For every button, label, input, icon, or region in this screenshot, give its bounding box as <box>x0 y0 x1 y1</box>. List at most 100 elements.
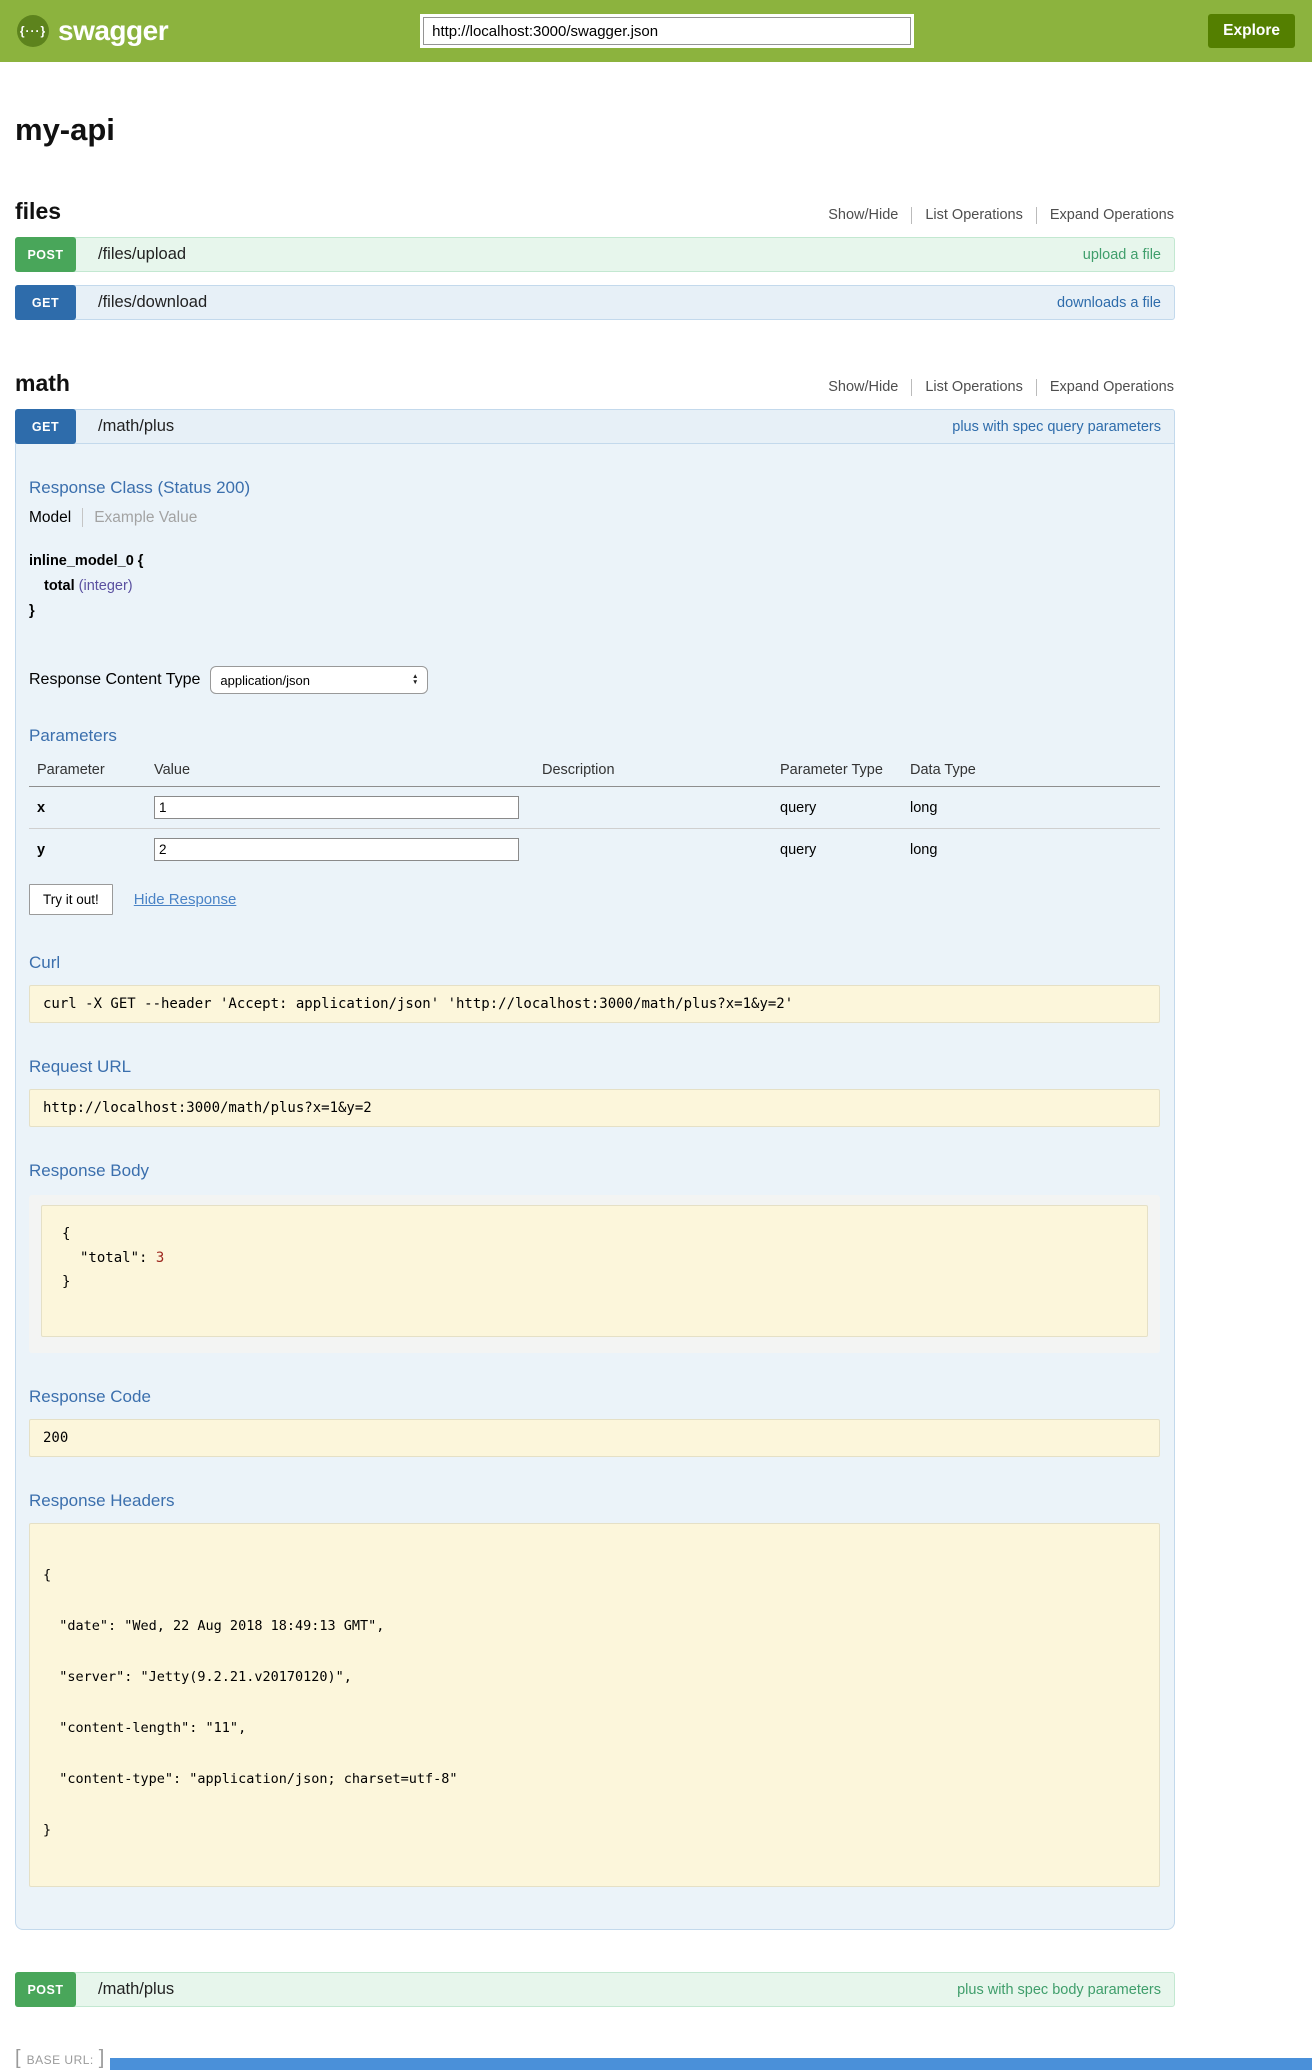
param-data-type: long <box>910 786 1160 829</box>
json-close-brace: } <box>62 1274 71 1290</box>
expand-operations-link[interactable]: Expand Operations <box>1049 207 1174 223</box>
response-content-type-row: Response Content Type application/json ▲… <box>29 666 1160 694</box>
param-name: x <box>29 786 154 829</box>
headers-line: "date": "Wed, 22 Aug 2018 18:49:13 GMT", <box>43 1618 385 1634</box>
page-title: my-api <box>15 112 115 147</box>
endpoint-row-post-files-upload[interactable]: POST /files/upload upload a file <box>15 237 1175 272</box>
show-hide-link[interactable]: Show/Hide <box>828 379 899 395</box>
endpoint-row-get-files-download[interactable]: GET /files/download downloads a file <box>15 285 1175 320</box>
endpoint-path[interactable]: /files/upload <box>98 245 187 263</box>
param-row-x: x query long <box>29 786 1160 829</box>
col-header-description: Description <box>542 754 780 787</box>
header-bar: {···} swagger Explore <box>0 0 1312 62</box>
section-math-ops-links: Show/Hide List Operations Expand Operati… <box>815 378 1175 396</box>
param-row-y: y query long <box>29 829 1160 871</box>
headers-line: "content-length": "11", <box>43 1720 247 1736</box>
response-content-type-label: Response Content Type <box>29 671 201 688</box>
param-data-type: long <box>910 841 938 858</box>
model-property: total (integer) <box>29 574 1160 599</box>
base-url-label: BASE URL: <box>26 2052 94 2067</box>
expand-operations-link[interactable]: Expand Operations <box>1049 379 1174 395</box>
response-class-title: Response Class (Status 200) <box>29 478 251 497</box>
section-title-files: files <box>15 198 62 224</box>
endpoint-path[interactable]: /math/plus <box>98 1980 175 1998</box>
model-property-type: (integer) <box>78 578 133 594</box>
endpoint-row-get-math-plus[interactable]: GET /math/plus plus with spec query para… <box>15 409 1175 444</box>
headers-line: { <box>43 1567 52 1583</box>
section-math: math Show/Hide List Operations Expand Op… <box>15 370 1175 2007</box>
ops-separator <box>911 378 913 396</box>
section-files-header: files Show/Hide List Operations Expand O… <box>15 198 1175 225</box>
parameters-table: Parameter Value Description Parameter Ty… <box>29 754 1160 870</box>
response-headers-block: { "date": "Wed, 22 Aug 2018 18:49:13 GMT… <box>29 1523 1160 1887</box>
ops-separator <box>1035 206 1037 224</box>
section-files: files Show/Hide List Operations Expand O… <box>15 198 1175 320</box>
main-container: my-api files Show/Hide List Operations E… <box>15 112 1175 2070</box>
api-url-input[interactable] <box>423 17 912 45</box>
request-url-title: Request URL <box>29 1057 132 1076</box>
parameters-header-row: Parameter Value Description Parameter Ty… <box>29 754 1160 787</box>
ops-separator <box>911 206 913 224</box>
bottom-bar <box>110 2058 1312 2070</box>
tab-model[interactable]: Model <box>29 508 72 526</box>
param-type: query <box>780 841 817 858</box>
tab-example-value[interactable]: Example Value <box>94 508 198 526</box>
operation-detail-panel: Response Class (Status 200) Model Exampl… <box>15 444 1175 1930</box>
swagger-logo-text: swagger <box>58 15 169 46</box>
list-operations-link[interactable]: List Operations <box>925 207 1023 223</box>
param-value-input-x[interactable] <box>154 796 519 819</box>
response-headers-title: Response Headers <box>29 1491 175 1510</box>
endpoint-summary[interactable]: plus with spec query parameters <box>952 418 1161 435</box>
col-header-value: Value <box>154 754 542 787</box>
param-description <box>542 786 780 829</box>
endpoint-summary[interactable]: downloads a file <box>1057 294 1161 311</box>
endpoint-path[interactable]: /files/download <box>98 293 208 311</box>
json-value: 3 <box>155 1250 165 1266</box>
method-badge-get: GET <box>15 409 76 444</box>
parameters-title: Parameters <box>29 726 117 745</box>
selected-content-type: application/json <box>220 672 310 688</box>
swagger-logo[interactable]: {···} swagger <box>17 15 169 47</box>
signature-tabs: Model Example Value <box>29 508 1160 527</box>
param-name: y <box>37 841 46 858</box>
try-it-out-button[interactable]: Try it out! <box>29 884 113 915</box>
select-arrows-icon: ▲ ▼ <box>411 673 419 686</box>
endpoint-summary[interactable]: upload a file <box>1082 246 1161 263</box>
endpoint-row-post-math-plus[interactable]: POST /math/plus plus with spec body para… <box>15 1972 1175 2007</box>
json-key: "total": <box>80 1250 148 1266</box>
response-code-block: 200 <box>29 1419 1160 1457</box>
show-hide-link[interactable]: Show/Hide <box>828 207 899 223</box>
response-content-type-select[interactable]: application/json ▲ ▼ <box>210 666 429 694</box>
section-files-ops-links: Show/Hide List Operations Expand Operati… <box>815 206 1175 224</box>
method-badge-post: POST <box>15 237 76 272</box>
param-type: query <box>780 786 910 829</box>
headers-line: "content-type": "application/json; chars… <box>43 1771 458 1787</box>
explore-button[interactable]: Explore <box>1208 14 1295 48</box>
model-open: inline_model_0 { <box>29 553 144 569</box>
curl-title: Curl <box>29 953 61 972</box>
request-url-block: http://localhost:3000/math/plus?x=1&y=2 <box>29 1089 1160 1127</box>
bracket-open: [ <box>15 2047 21 2069</box>
param-value-input-y[interactable] <box>154 838 519 861</box>
bracket-close: ] <box>98 2047 105 2069</box>
endpoint-path[interactable]: /math/plus <box>98 417 175 435</box>
col-header-data-type: Data Type <box>910 754 1160 787</box>
method-badge-get: GET <box>15 285 76 320</box>
model-close: } <box>29 603 35 619</box>
headers-line: } <box>43 1822 52 1838</box>
col-header-parameter-type: Parameter Type <box>780 754 910 787</box>
section-math-header: math Show/Hide List Operations Expand Op… <box>15 370 1175 397</box>
response-body-title: Response Body <box>29 1161 150 1180</box>
swagger-logo-icon: {···} <box>17 15 49 47</box>
headers-line: "server": "Jetty(9.2.21.v20170120)", <box>43 1669 352 1685</box>
response-body-block: { "total": 3 } <box>41 1205 1148 1337</box>
hide-response-link[interactable]: Hide Response <box>133 891 237 908</box>
model-signature: inline_model_0 { total (integer) } <box>29 549 1160 624</box>
section-title-math: math <box>15 370 70 396</box>
param-description <box>542 829 780 871</box>
endpoint-summary[interactable]: plus with spec body parameters <box>957 1981 1161 1998</box>
list-operations-link[interactable]: List Operations <box>925 379 1023 395</box>
tab-separator <box>82 508 84 527</box>
model-property-name: total <box>44 578 75 594</box>
response-body-container: { "total": 3 } <box>29 1195 1160 1353</box>
